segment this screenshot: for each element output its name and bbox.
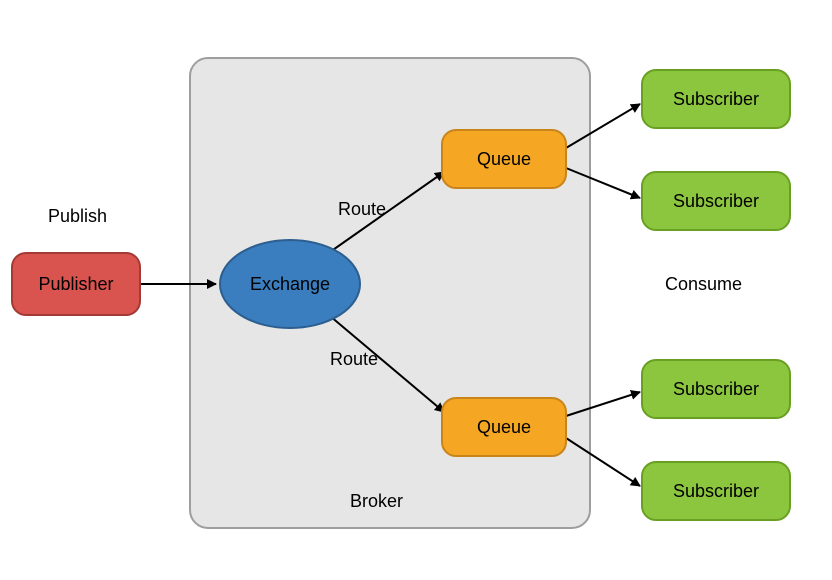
subscriber1-node: Subscriber xyxy=(642,70,790,128)
exchange-label: Exchange xyxy=(250,274,330,294)
diagram-canvas: Publisher Exchange Queue Queue Subscribe… xyxy=(0,0,832,580)
route1-label: Route xyxy=(338,199,386,219)
publisher-node: Publisher xyxy=(12,253,140,315)
queue2-node: Queue xyxy=(442,398,566,456)
route2-label: Route xyxy=(330,349,378,369)
publisher-label: Publisher xyxy=(38,274,113,294)
broker-label: Broker xyxy=(350,491,403,511)
subscriber3-label: Subscriber xyxy=(673,379,759,399)
subscriber2-label: Subscriber xyxy=(673,191,759,211)
consume-label: Consume xyxy=(665,274,742,294)
exchange-node: Exchange xyxy=(220,240,360,328)
subscriber1-label: Subscriber xyxy=(673,89,759,109)
subscriber4-label: Subscriber xyxy=(673,481,759,501)
queue1-label: Queue xyxy=(477,149,531,169)
subscriber3-node: Subscriber xyxy=(642,360,790,418)
subscriber2-node: Subscriber xyxy=(642,172,790,230)
publish-label: Publish xyxy=(48,206,107,226)
subscriber4-node: Subscriber xyxy=(642,462,790,520)
queue1-node: Queue xyxy=(442,130,566,188)
queue2-label: Queue xyxy=(477,417,531,437)
